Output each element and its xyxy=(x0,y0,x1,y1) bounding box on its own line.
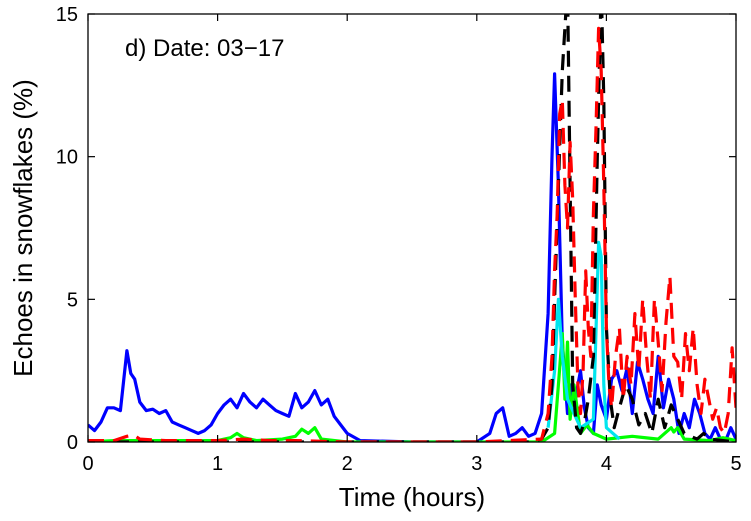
chart-annotation: d) Date: 03−17 xyxy=(125,35,284,62)
plot-frame xyxy=(87,13,737,443)
series-line-1 xyxy=(88,72,736,442)
x-tick-label: 2 xyxy=(342,453,353,475)
x-tick-label: 3 xyxy=(471,453,482,475)
series-line-5 xyxy=(88,26,736,442)
series-layer xyxy=(88,14,736,442)
y-tick-label: 15 xyxy=(56,4,78,26)
series-line-4 xyxy=(88,14,736,442)
x-axis-title: Time (hours) xyxy=(339,482,485,512)
x-tick-label: 1 xyxy=(212,453,223,475)
x-tick-label: 0 xyxy=(82,453,93,475)
y-tick-label: 10 xyxy=(56,147,78,169)
x-tick-label: 4 xyxy=(601,453,612,475)
axis-layer: 0 1 2 3 4 5 0 5 10 15 xyxy=(56,4,742,475)
series-line-3 xyxy=(546,240,621,441)
y-tick-label: 0 xyxy=(67,432,78,454)
plot-area xyxy=(88,14,736,442)
y-axis-title: Echoes in snowflakes (%) xyxy=(8,79,38,377)
x-tick-label: 5 xyxy=(730,453,741,475)
y-tick-label: 5 xyxy=(67,289,78,311)
